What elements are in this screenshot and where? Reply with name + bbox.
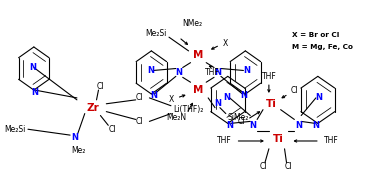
Text: Ti: Ti <box>265 99 276 109</box>
Text: M: M <box>193 50 204 60</box>
Text: Me₂Si: Me₂Si <box>5 125 26 134</box>
Text: Li(THF)₂: Li(THF)₂ <box>173 105 203 114</box>
Text: THF: THF <box>205 68 220 77</box>
Text: X: X <box>168 95 174 104</box>
Text: Me₂: Me₂ <box>72 146 86 155</box>
Text: M: M <box>193 85 204 95</box>
Text: N: N <box>312 121 319 130</box>
Text: N: N <box>175 68 182 77</box>
Text: NMe₂: NMe₂ <box>183 19 203 28</box>
Text: X = Br or Cl: X = Br or Cl <box>293 32 340 38</box>
Text: N: N <box>29 63 36 72</box>
Text: Me₂N: Me₂N <box>166 113 187 122</box>
Text: N: N <box>295 121 302 130</box>
Text: SiMe₂: SiMe₂ <box>228 113 249 122</box>
Text: N: N <box>214 99 222 108</box>
Text: Zr: Zr <box>86 103 99 113</box>
Text: N: N <box>147 66 154 75</box>
Text: Ti: Ti <box>273 134 284 144</box>
Text: X: X <box>223 39 228 48</box>
Text: Cl: Cl <box>285 162 292 171</box>
Text: Cl: Cl <box>136 93 143 102</box>
Text: N: N <box>250 121 257 130</box>
Text: THF: THF <box>217 137 232 145</box>
Text: N: N <box>240 92 247 100</box>
Text: N: N <box>226 121 233 130</box>
Text: N: N <box>31 88 38 97</box>
Text: Cl: Cl <box>108 125 116 134</box>
Text: N: N <box>243 66 250 75</box>
Text: M = Mg, Fe, Co: M = Mg, Fe, Co <box>293 44 353 50</box>
Text: N: N <box>223 93 230 102</box>
Text: N: N <box>150 92 157 100</box>
Text: Cl: Cl <box>259 162 267 171</box>
Text: Cl: Cl <box>97 82 104 91</box>
Text: N: N <box>214 68 222 77</box>
Text: Me₂Si: Me₂Si <box>146 29 167 38</box>
Text: Cl: Cl <box>238 117 245 126</box>
Text: N: N <box>315 93 322 102</box>
Text: THF: THF <box>262 72 276 81</box>
Text: Cl: Cl <box>291 86 298 94</box>
Text: N: N <box>71 133 79 142</box>
Text: Cl: Cl <box>136 117 143 126</box>
Text: THF: THF <box>324 137 338 145</box>
